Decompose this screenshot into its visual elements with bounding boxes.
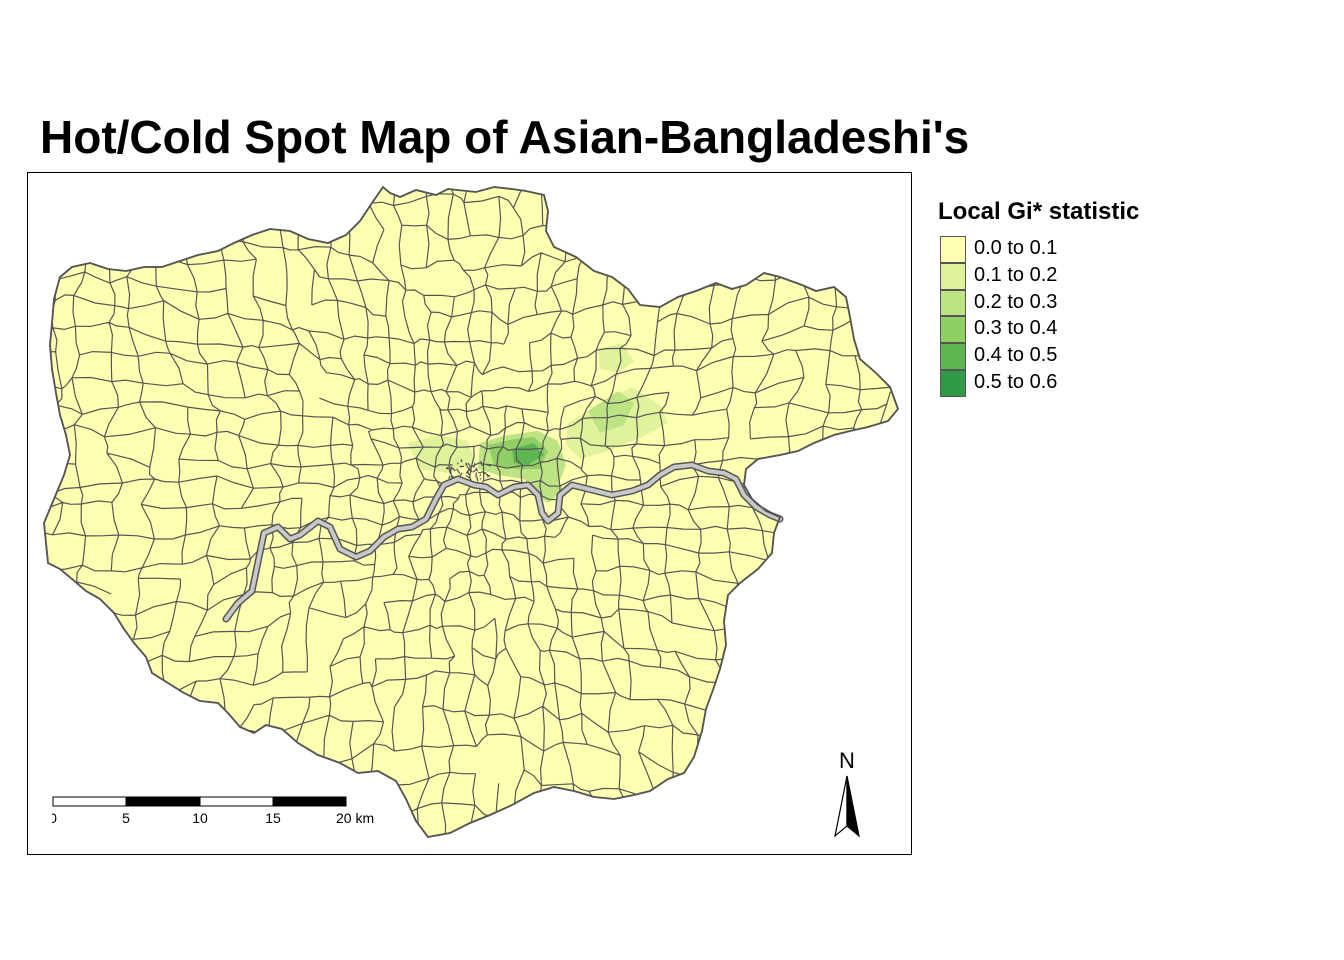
legend-item: 0.0 to 0.1 — [938, 236, 1139, 263]
legend-item: 0.5 to 0.6 — [938, 369, 1139, 397]
london-boundary-stroke — [43, 185, 900, 838]
north-arrow-right-icon — [846, 775, 860, 838]
legend-item: 0.4 to 0.5 — [938, 343, 1139, 370]
legend-label: 0.2 to 0.3 — [974, 290, 1058, 313]
legend-swatch — [940, 316, 966, 344]
legend-label: 0.4 to 0.5 — [974, 344, 1058, 367]
legend-label: 0.5 to 0.6 — [974, 370, 1058, 393]
scale-segment — [199, 796, 274, 807]
legend-swatch — [940, 343, 966, 370]
scale-segment — [125, 796, 201, 807]
legend-label: 0.0 to 0.1 — [974, 237, 1058, 259]
legend-swatch — [940, 369, 966, 397]
legend-item: 0.2 to 0.3 — [938, 289, 1139, 317]
scale-tick: 20 km — [336, 810, 374, 826]
legend-item: 0.1 to 0.2 — [938, 262, 1139, 290]
scale-segment — [52, 796, 127, 807]
legend: Local Gi* statistic 0.0 to 0.1 0.1 to 0.… — [938, 198, 1139, 397]
legend-title: Local Gi* statistic — [938, 198, 1140, 225]
north-arrow: N — [834, 748, 860, 838]
legend-swatch — [940, 289, 966, 317]
hotspot-region — [408, 435, 476, 473]
scale-bar: 0 5 10 15 20 km — [52, 796, 374, 826]
london-ward-map[interactable] — [28, 173, 912, 855]
north-label: N — [839, 748, 855, 773]
map-title: Hot/Cold Spot Map of Asian-Bangladeshi's — [40, 111, 970, 163]
legend-swatch — [940, 236, 966, 263]
river-thames-fill — [224, 463, 782, 621]
hotspot-region — [598, 343, 634, 373]
legend-label: 0.3 to 0.4 — [974, 317, 1058, 340]
legend-items: 0.0 to 0.1 0.1 to 0.2 0.2 to 0.3 0.3 to … — [938, 236, 1139, 397]
map-panel[interactable] — [27, 172, 912, 855]
legend-item: 0.3 to 0.4 — [938, 316, 1139, 344]
legend-swatch — [940, 262, 966, 290]
scale-tick: 0 — [52, 810, 57, 826]
scale-segment — [272, 796, 347, 807]
north-arrow-left-icon — [834, 775, 848, 838]
scale-tick: 10 — [192, 810, 208, 826]
scale-tick: 15 — [265, 810, 281, 826]
legend-label: 0.1 to 0.2 — [974, 263, 1058, 286]
scale-tick: 5 — [122, 810, 130, 826]
